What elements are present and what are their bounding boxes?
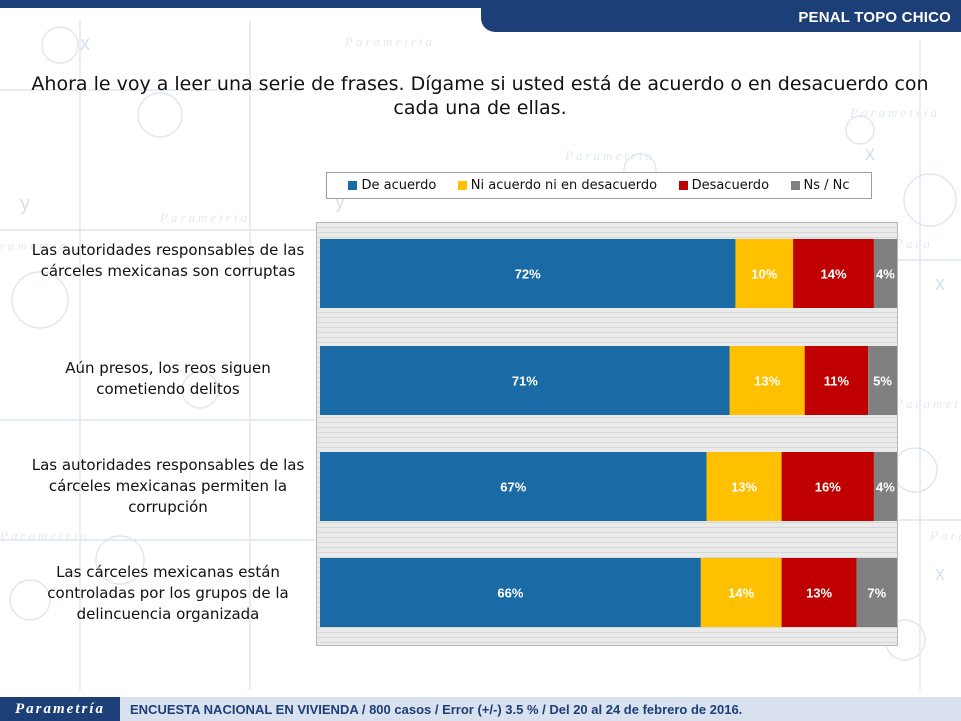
category-label: Las autoridades responsables de las cárc…	[31, 241, 305, 280]
legend-label: Ni acuerdo ni en desacuerdo	[470, 178, 658, 193]
svg-text:Parametría: Parametría	[159, 210, 250, 225]
bar-value-label: 13%	[754, 374, 780, 389]
legend-item-ns-nc: Ns / Nc	[790, 178, 850, 193]
legend-label: Ns / Nc	[803, 178, 850, 193]
title-tab: PENAL TOPO CHICO	[481, 0, 961, 32]
category-label: Aún presos, los reos siguen cometiendo d…	[65, 359, 271, 398]
bar-segment	[320, 346, 730, 415]
bar-value-label: 13%	[806, 586, 832, 601]
footer-bar	[0, 697, 961, 721]
bar-value-label: 5%	[873, 374, 892, 389]
bar-segment	[700, 558, 782, 627]
bar-value-label: 72%	[515, 267, 541, 282]
legend-label: De acuerdo	[361, 178, 437, 193]
bar-segment	[706, 452, 782, 521]
bar-value-label: 16%	[815, 480, 841, 495]
legend-swatch	[790, 181, 800, 190]
bar-value-label: 14%	[728, 586, 754, 601]
bar-value-label: 71%	[512, 374, 538, 389]
svg-text:x: x	[865, 143, 875, 165]
page-title: PENAL TOPO CHICO	[798, 9, 951, 26]
svg-text:Parametría: Parametría	[0, 528, 90, 543]
bar-segment	[320, 558, 701, 627]
svg-text:y: y	[20, 193, 30, 215]
svg-text:x: x	[80, 33, 90, 55]
footer-note: ENCUESTA NACIONAL EN VIVIENDA / 800 caso…	[130, 702, 743, 717]
bar-segment	[856, 558, 897, 627]
legend-swatch	[348, 181, 358, 190]
bar-segment	[868, 346, 897, 415]
bar-value-label: 66%	[497, 586, 523, 601]
bar-value-label: 4%	[876, 480, 895, 495]
svg-text:Parametría: Parametría	[849, 105, 940, 120]
svg-text:Parametría: Parametría	[894, 396, 961, 411]
category-label: Las cárceles mexicanas están controladas…	[47, 563, 289, 623]
category-label: Las autoridades responsables de las cárc…	[31, 456, 305, 516]
bar-value-label: 10%	[751, 267, 777, 282]
bar-value-label: 11%	[824, 374, 850, 389]
legend-label: Desacuerdo	[691, 178, 770, 193]
top-accent-bar	[0, 0, 961, 8]
bar-segment	[320, 452, 707, 521]
svg-text:Para: Para	[929, 528, 961, 543]
bar-segment	[781, 452, 874, 521]
svg-text:x: x	[935, 273, 945, 295]
svg-text:y: y	[335, 191, 345, 213]
svg-text:x: x	[935, 563, 945, 585]
bar-segment	[735, 239, 794, 308]
chart-legend: De acuerdo Ni acuerdo ni en desacuerdo D…	[326, 172, 872, 199]
svg-text:Parametría: Parametría	[564, 148, 655, 163]
svg-text:Parametría: Parametría	[344, 34, 435, 49]
legend-item-ni-acuerdo: Ni acuerdo ni en desacuerdo	[457, 178, 658, 193]
legend-swatch	[457, 181, 467, 190]
bar-segment	[781, 558, 857, 627]
bar-segment	[873, 452, 897, 521]
bar-segment	[793, 239, 874, 308]
legend-item-de-acuerdo: De acuerdo	[348, 178, 436, 193]
bar-segment	[320, 239, 736, 308]
bar-segment	[729, 346, 805, 415]
question-text: Ahora le voy a leer una serie de frases.…	[31, 73, 929, 119]
legend-swatch	[678, 181, 688, 190]
svg-text:Para: Para	[894, 236, 933, 251]
bar-value-label: 7%	[867, 586, 886, 601]
legend-item-desacuerdo: Desacuerdo	[678, 178, 770, 193]
bar-value-label: 67%	[500, 480, 526, 495]
brand-logo: Parametría	[0, 697, 120, 721]
bar-value-label: 14%	[821, 267, 847, 282]
bar-segment	[873, 239, 897, 308]
bar-value-label: 4%	[876, 267, 895, 282]
bar-segment	[804, 346, 869, 415]
svg-text:rametría: rametría	[0, 238, 70, 253]
bar-value-label: 13%	[731, 480, 757, 495]
